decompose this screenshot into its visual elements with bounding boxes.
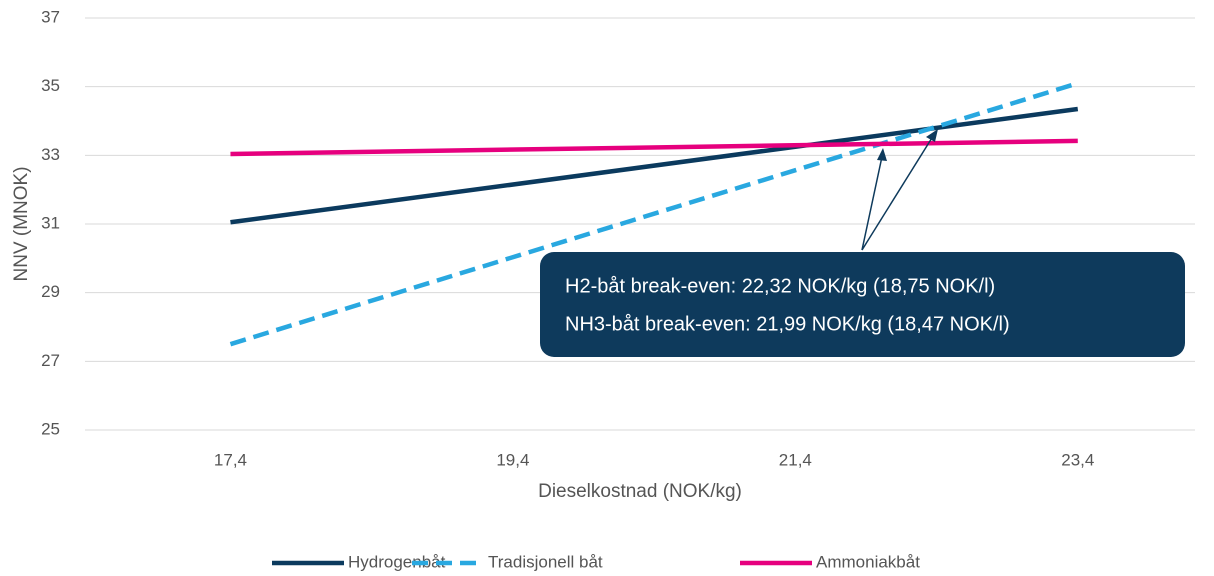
y-tick-label: 37 — [41, 7, 60, 26]
series-line — [229, 81, 1079, 347]
legend: Hydrogenbåt Tradisjonell båt Ammoniakbåt — [272, 552, 920, 571]
x-tick-label: 17,4 — [214, 450, 247, 469]
y-axis-label: NNV (MNOK) — [11, 166, 32, 281]
y-tick-label: 33 — [41, 145, 60, 164]
legend-label: Ammoniakbåt — [816, 552, 920, 571]
arrow — [861, 132, 936, 251]
annotation-text: H2-båt break-even: 22,32 NOK/kg (18,75 N… — [565, 275, 995, 297]
plot-area: 25 27 29 31 33 35 37 17,4 19,4 21,4 23,4 — [41, 7, 1195, 469]
y-tick-label: 25 — [41, 419, 60, 438]
annotation-text: NH3-båt break-even: 21,99 NOK/kg (18,47 … — [565, 313, 1010, 335]
legend-label: Hydrogenbåt — [348, 552, 446, 571]
y-tick-label: 27 — [41, 351, 60, 370]
x-tick-label: 23,4 — [1061, 450, 1094, 469]
arrow-head — [926, 129, 938, 142]
annotation: H2-båt break-even: 22,32 NOK/kg (18,75 N… — [540, 129, 1185, 357]
x-tick-label: 19,4 — [496, 450, 529, 469]
y-tick-label: 29 — [41, 282, 60, 301]
y-tick-label: 31 — [41, 213, 60, 232]
annotation-box — [540, 252, 1185, 357]
series-line — [230, 138, 1078, 157]
series-line — [230, 106, 1079, 225]
x-axis-label: Dieselkostnad (NOK/kg) — [538, 481, 742, 502]
arrow-head — [877, 148, 887, 161]
arrow — [861, 151, 884, 251]
y-tick-label: 35 — [41, 76, 60, 95]
legend-label: Tradisjonell båt — [488, 552, 603, 571]
x-tick-label: 21,4 — [779, 450, 812, 469]
